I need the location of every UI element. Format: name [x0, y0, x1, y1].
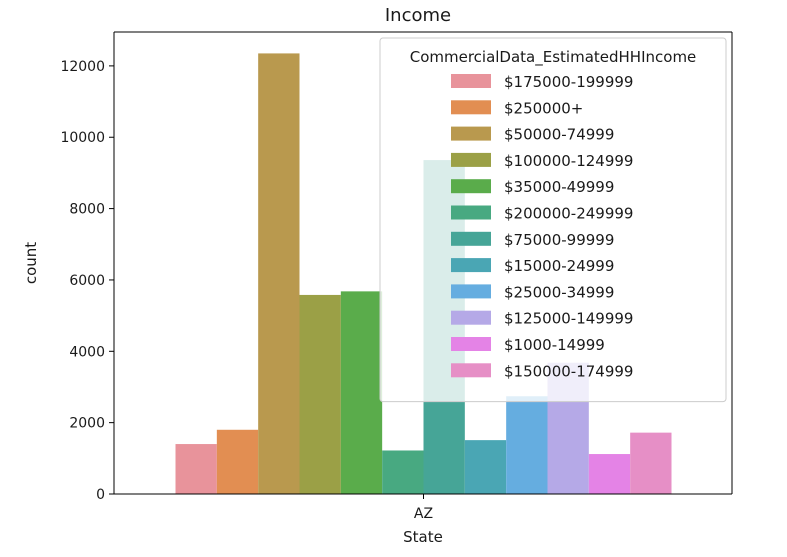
legend-label: $75000-99999	[504, 231, 614, 249]
y-tick-label: 10000	[60, 130, 105, 146]
y-tick-label: 12000	[60, 59, 105, 75]
legend-label: $1000-14999	[504, 336, 605, 354]
bar	[299, 294, 341, 494]
bar	[258, 53, 300, 494]
y-tick-label: 4000	[69, 344, 105, 360]
legend-swatch	[451, 74, 491, 88]
legend-swatch	[451, 337, 491, 351]
bar	[464, 440, 507, 494]
y-axis-label: count	[22, 242, 40, 284]
legend-swatch	[451, 205, 491, 220]
bar	[630, 432, 672, 494]
legend-swatch	[451, 126, 491, 141]
legend-swatch	[451, 363, 491, 378]
bar	[340, 291, 383, 494]
legend-swatch	[451, 284, 491, 299]
bar	[588, 454, 631, 494]
legend-swatch	[451, 231, 491, 246]
legend-label: $50000-74999	[504, 126, 614, 144]
legend-label: $15000-24999	[504, 257, 614, 275]
legend-label: $150000-174999	[504, 362, 633, 380]
legend-label: $125000-149999	[504, 310, 633, 328]
legend-swatch	[451, 152, 491, 167]
y-tick-label: 6000	[69, 273, 105, 289]
x-axis-label: State	[403, 528, 443, 546]
legend-label: $25000-34999	[504, 283, 614, 301]
bar	[382, 450, 424, 494]
legend-swatch	[451, 179, 491, 194]
legend-label: $200000-249999	[504, 205, 633, 223]
y-tick-label: 8000	[69, 202, 105, 218]
legend-label: $35000-49999	[504, 178, 614, 196]
bar	[506, 396, 548, 494]
axes-layer: 0 2000 4000 6000 8000 10000 12000 AZ	[60, 31, 733, 522]
legend: CommercialData_EstimatedHHIncome $175000-…	[379, 37, 727, 403]
y-tick-label: 2000	[69, 416, 105, 432]
bar	[175, 444, 217, 494]
legend-label: $175000-199999	[504, 73, 633, 91]
legend-label: $100000-124999	[504, 152, 633, 170]
bar	[216, 429, 259, 494]
legend-title: CommercialData_EstimatedHHIncome	[410, 48, 697, 67]
y-tick-label: 0	[96, 487, 105, 503]
legend-swatch	[451, 258, 491, 273]
bars-layer	[175, 53, 672, 494]
legend-label: $250000+	[504, 99, 583, 117]
legend-swatch	[451, 100, 491, 115]
chart-title: Income	[385, 5, 451, 26]
x-tick-label: AZ	[414, 506, 433, 522]
legend-swatch	[451, 310, 491, 325]
